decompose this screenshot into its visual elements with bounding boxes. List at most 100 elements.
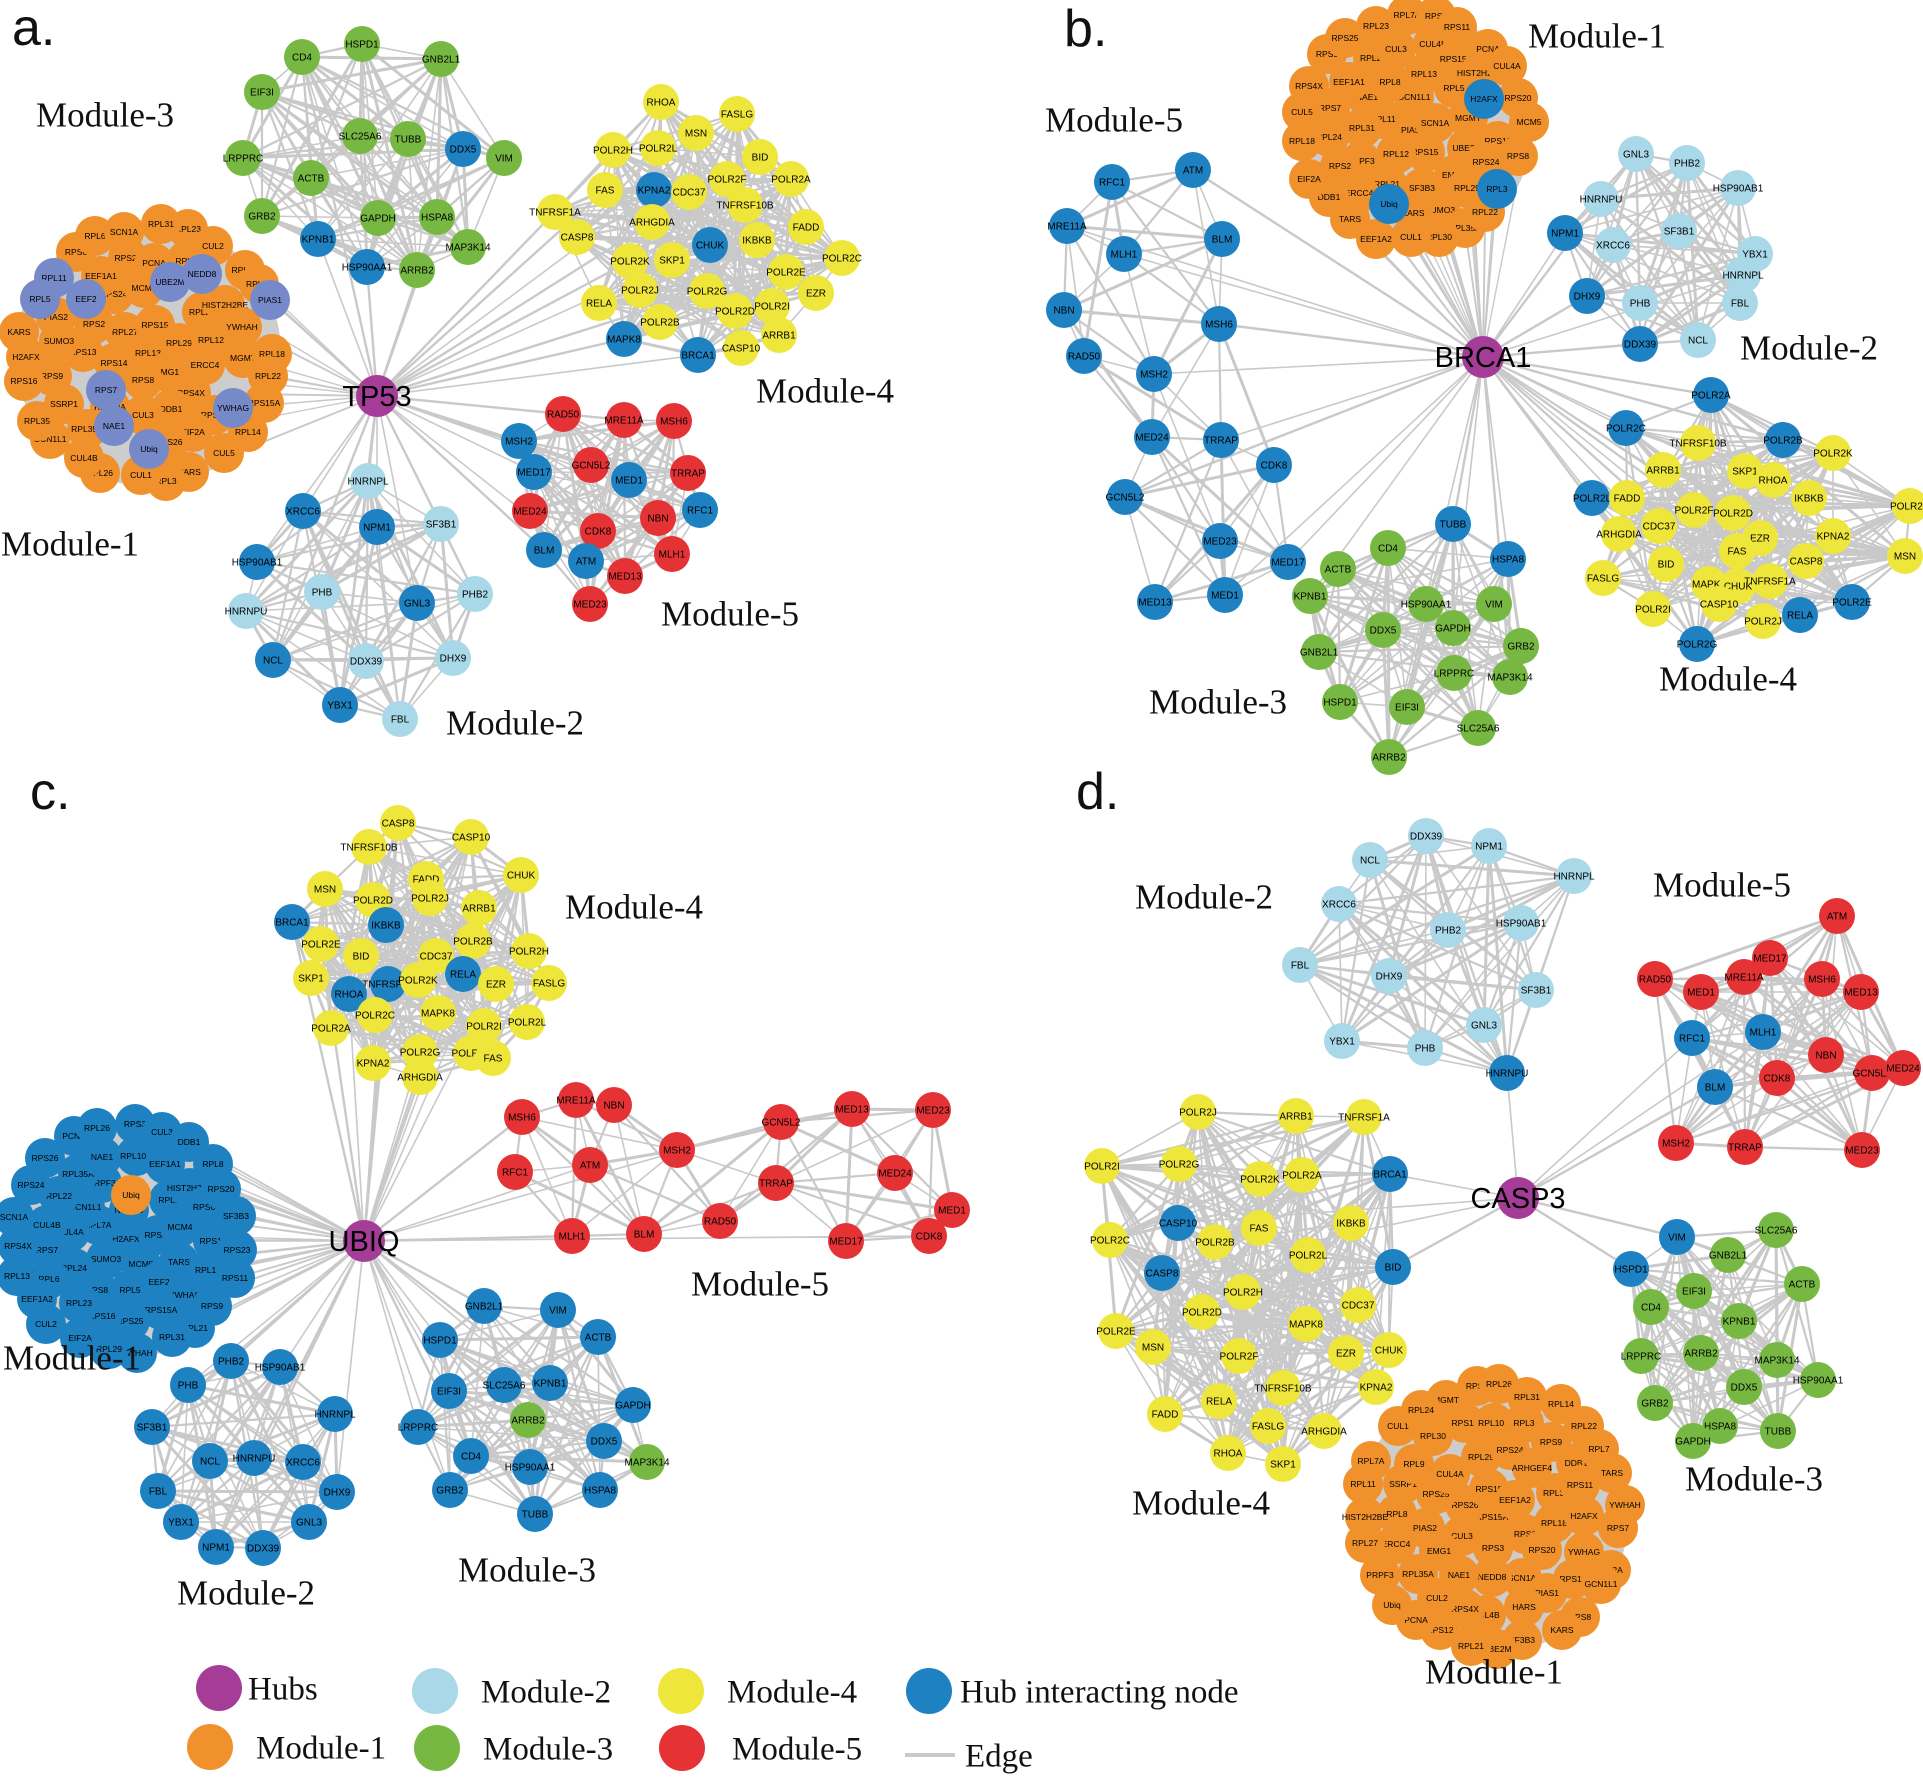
svg-text:NBN: NBN [603, 1101, 624, 1112]
svg-text:RPL13: RPL13 [1411, 69, 1437, 79]
svg-text:PIAS1: PIAS1 [1535, 1588, 1559, 1598]
svg-text:GCN5L2: GCN5L2 [1106, 493, 1145, 504]
svg-text:NCL: NCL [1360, 856, 1380, 867]
svg-text:GCN5L2: GCN5L2 [572, 461, 611, 472]
svg-text:GCN5L2: GCN5L2 [1853, 1069, 1892, 1080]
svg-text:HSPA8: HSPA8 [421, 213, 453, 224]
svg-text:RPS11: RPS11 [1567, 1480, 1594, 1490]
svg-text:EZR: EZR [1336, 1349, 1356, 1360]
svg-text:SF3B3: SF3B3 [223, 1211, 249, 1221]
svg-text:TP53: TP53 [342, 381, 411, 413]
svg-text:RPL5: RPL5 [119, 1285, 141, 1295]
svg-text:MGMT: MGMT [1455, 113, 1481, 123]
svg-text:ATM: ATM [1183, 166, 1203, 177]
svg-text:EIF2A: EIF2A [1297, 174, 1321, 184]
svg-text:MLH1: MLH1 [1111, 250, 1138, 261]
svg-text:HIST2H2BE: HIST2H2BE [167, 1183, 214, 1193]
svg-text:H2AFX: H2AFX [12, 352, 40, 362]
svg-text:TRRAP: TRRAP [1204, 436, 1238, 447]
svg-text:RPL35: RPL35 [24, 416, 50, 426]
svg-text:Module-2: Module-2 [1135, 877, 1273, 916]
svg-text:FAS: FAS [1250, 1224, 1269, 1235]
svg-text:FAS: FAS [484, 1054, 503, 1065]
svg-text:POLR2B: POLR2B [640, 318, 680, 329]
svg-text:BID: BID [353, 952, 370, 963]
svg-text:HIST2H2BE: HIST2H2BE [202, 300, 249, 310]
svg-text:RPS13: RPS13 [70, 347, 97, 357]
svg-text:NPM1: NPM1 [1475, 842, 1503, 853]
svg-text:FASLG: FASLG [721, 110, 753, 121]
svg-text:EMG1: EMG1 [155, 367, 179, 377]
svg-text:KPNA2: KPNA2 [357, 1059, 390, 1070]
svg-text:RPS3: RPS3 [124, 1119, 146, 1129]
svg-text:Module-2: Module-2 [177, 1573, 315, 1612]
svg-text:RPS20: RPS20 [1505, 93, 1532, 103]
svg-text:HSPD1: HSPD1 [423, 1336, 457, 1347]
svg-text:TUBB: TUBB [1440, 520, 1467, 531]
svg-text:SKP1: SKP1 [659, 256, 685, 267]
svg-text:YWHAH: YWHAH [226, 322, 258, 332]
svg-text:DDX5: DDX5 [1731, 1383, 1758, 1394]
svg-text:MED23: MED23 [1203, 537, 1237, 548]
svg-text:TNFRSF10B: TNFRSF10B [1669, 439, 1727, 450]
svg-text:RPS14: RPS14 [145, 1230, 172, 1240]
svg-text:Module-2: Module-2 [481, 1675, 611, 1711]
svg-text:POLR2H: POLR2H [509, 947, 549, 958]
svg-text:TUBB: TUBB [522, 1510, 549, 1521]
svg-text:RAD50: RAD50 [547, 410, 580, 421]
svg-text:Hub interacting node: Hub interacting node [960, 1675, 1239, 1711]
svg-text:MLH1: MLH1 [659, 550, 686, 561]
svg-text:RPL27: RPL27 [112, 327, 138, 337]
svg-text:EIF3I: EIF3I [1395, 703, 1419, 714]
svg-text:RPL22: RPL22 [255, 371, 281, 381]
svg-text:POLR2H: POLR2H [1223, 1288, 1263, 1299]
svg-text:GCN1L1: GCN1L1 [68, 1202, 101, 1212]
svg-text:PIAS2: PIAS2 [1413, 1523, 1437, 1533]
svg-text:POLR2K: POLR2K [1240, 1175, 1280, 1186]
svg-text:KPNB1: KPNB1 [534, 1379, 567, 1390]
svg-text:FADD: FADD [793, 223, 820, 234]
svg-text:PHB2: PHB2 [462, 590, 489, 601]
svg-text:VIM: VIM [1668, 1233, 1686, 1244]
svg-text:PHB2: PHB2 [218, 1357, 245, 1368]
svg-text:MSH6: MSH6 [1808, 975, 1836, 986]
svg-text:GAPDH: GAPDH [1675, 1437, 1711, 1448]
svg-text:RPS3: RPS3 [1482, 1543, 1504, 1553]
svg-text:PIAS1: PIAS1 [1401, 125, 1425, 135]
svg-text:a.: a. [12, 0, 55, 57]
svg-text:SLC25A6: SLC25A6 [1755, 1226, 1798, 1237]
svg-text:RHOA: RHOA [335, 990, 364, 1001]
svg-text:POLR2G: POLR2G [1159, 1160, 1200, 1171]
svg-text:POLR2I: POLR2I [1635, 605, 1671, 616]
svg-text:MAP3K14: MAP3K14 [445, 243, 490, 254]
svg-text:MED24: MED24 [1886, 1064, 1920, 1075]
svg-text:TARS: TARS [168, 1257, 190, 1267]
svg-text:NBN: NBN [1053, 306, 1074, 317]
svg-text:RPS14: RPS14 [101, 358, 128, 368]
svg-text:POLR2C: POLR2C [822, 254, 862, 265]
svg-text:DDX39: DDX39 [1410, 832, 1443, 843]
svg-text:RPL12: RPL12 [198, 335, 224, 345]
svg-text:RPL35A: RPL35A [1402, 1569, 1434, 1579]
svg-text:HNRNPU: HNRNPU [1580, 195, 1623, 206]
svg-text:RPS13: RPS13 [1560, 1574, 1587, 1584]
svg-text:POLR2K: POLR2K [610, 257, 650, 268]
svg-text:RPL27: RPL27 [1352, 1538, 1378, 1548]
svg-text:XRCC6: XRCC6 [286, 1458, 320, 1469]
svg-text:CASP8: CASP8 [561, 233, 594, 244]
svg-text:POLR2E: POLR2E [1096, 1327, 1136, 1338]
svg-text:DDB1: DDB1 [160, 404, 183, 414]
svg-text:DDX5: DDX5 [450, 145, 477, 156]
svg-text:CHUK: CHUK [696, 241, 725, 252]
svg-text:GAPDH: GAPDH [1435, 624, 1471, 635]
svg-text:IKBKB: IKBKB [1794, 494, 1824, 505]
svg-text:RPS15: RPS15 [142, 320, 169, 330]
svg-text:RELA: RELA [1787, 611, 1813, 622]
svg-text:ARRB1: ARRB1 [1279, 1112, 1313, 1123]
svg-text:TUBB: TUBB [395, 135, 422, 146]
svg-text:CUL2: CUL2 [35, 1319, 57, 1329]
svg-text:Ubiq: Ubiq [1383, 1600, 1401, 1610]
svg-text:EEF1A2: EEF1A2 [1499, 1495, 1531, 1505]
svg-text:RPL6: RPL6 [84, 231, 106, 241]
svg-text:TNFRSF10B: TNFRSF10B [716, 201, 774, 212]
